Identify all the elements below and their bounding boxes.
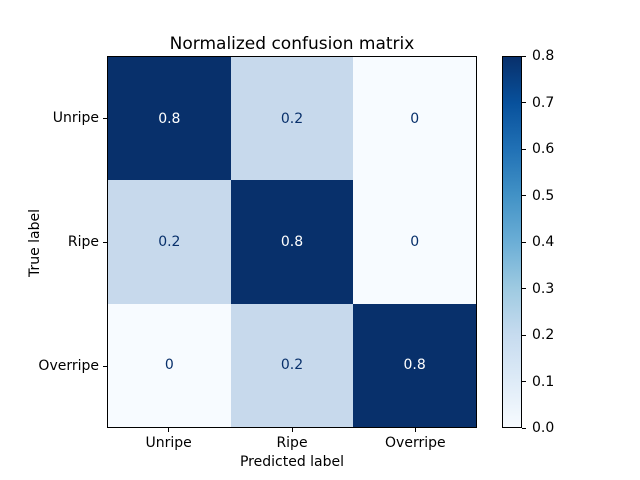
colorbar-tick-label: 0.8 [532,48,555,64]
y-tick-mark [103,365,107,367]
heatmap-cell: 0.2 [108,180,231,304]
colorbar-tick-label: 0.2 [532,327,555,343]
heatmap-cell: 0 [353,180,476,304]
chart-title: Normalized confusion matrix [169,34,415,54]
colorbar [502,56,522,428]
colorbar-tick-mark [522,334,526,336]
x-tick-label: Unripe [145,435,192,451]
y-tick-label: Ripe [67,234,99,250]
x-tick-mark [168,428,170,432]
colorbar-tick-label: 0.0 [532,420,555,436]
x-tick-label: Ripe [276,435,308,451]
y-tick-label: Unripe [52,110,99,126]
heatmap-cell: 0 [353,57,476,181]
colorbar-tick-label: 0.1 [532,373,555,390]
colorbar-tick-label: 0.4 [532,234,555,250]
heatmap-cell: 0.8 [353,303,476,427]
colorbar-tick-label: 0.7 [532,94,555,111]
y-axis-label: True label [27,208,43,278]
colorbar-tick-mark [522,102,526,103]
colorbar-tick-mark [522,148,526,150]
heatmap-cell: 0.2 [230,57,354,181]
colorbar-tick-mark [522,381,526,382]
heatmap-cell: 0 [108,303,231,427]
x-tick-mark [291,428,293,432]
heatmap-cell: 0.2 [230,303,354,427]
x-axis-label: Predicted label [239,454,345,470]
colorbar-tick-mark [522,195,526,196]
colorbar-tick-mark [522,55,526,57]
y-tick-mark [103,241,107,243]
colorbar-tick-label: 0.5 [532,187,555,204]
x-tick-label: Overripe [385,435,446,451]
colorbar-tick-label: 0.6 [532,141,555,157]
colorbar-tick-label: 0.3 [532,280,555,297]
colorbar-tick-mark [522,241,526,243]
heatmap-cell: 0.8 [108,57,231,181]
x-tick-mark [414,428,416,432]
y-tick-label: Overripe [38,358,99,374]
heatmap-grid: 0.8 0.2 0 0.2 0.8 0 0 0.2 0.8 [107,56,477,428]
colorbar-tick-mark [522,288,526,289]
colorbar-tick-mark [522,427,526,429]
heatmap-cell: 0.8 [230,180,354,304]
y-tick-mark [103,117,107,119]
